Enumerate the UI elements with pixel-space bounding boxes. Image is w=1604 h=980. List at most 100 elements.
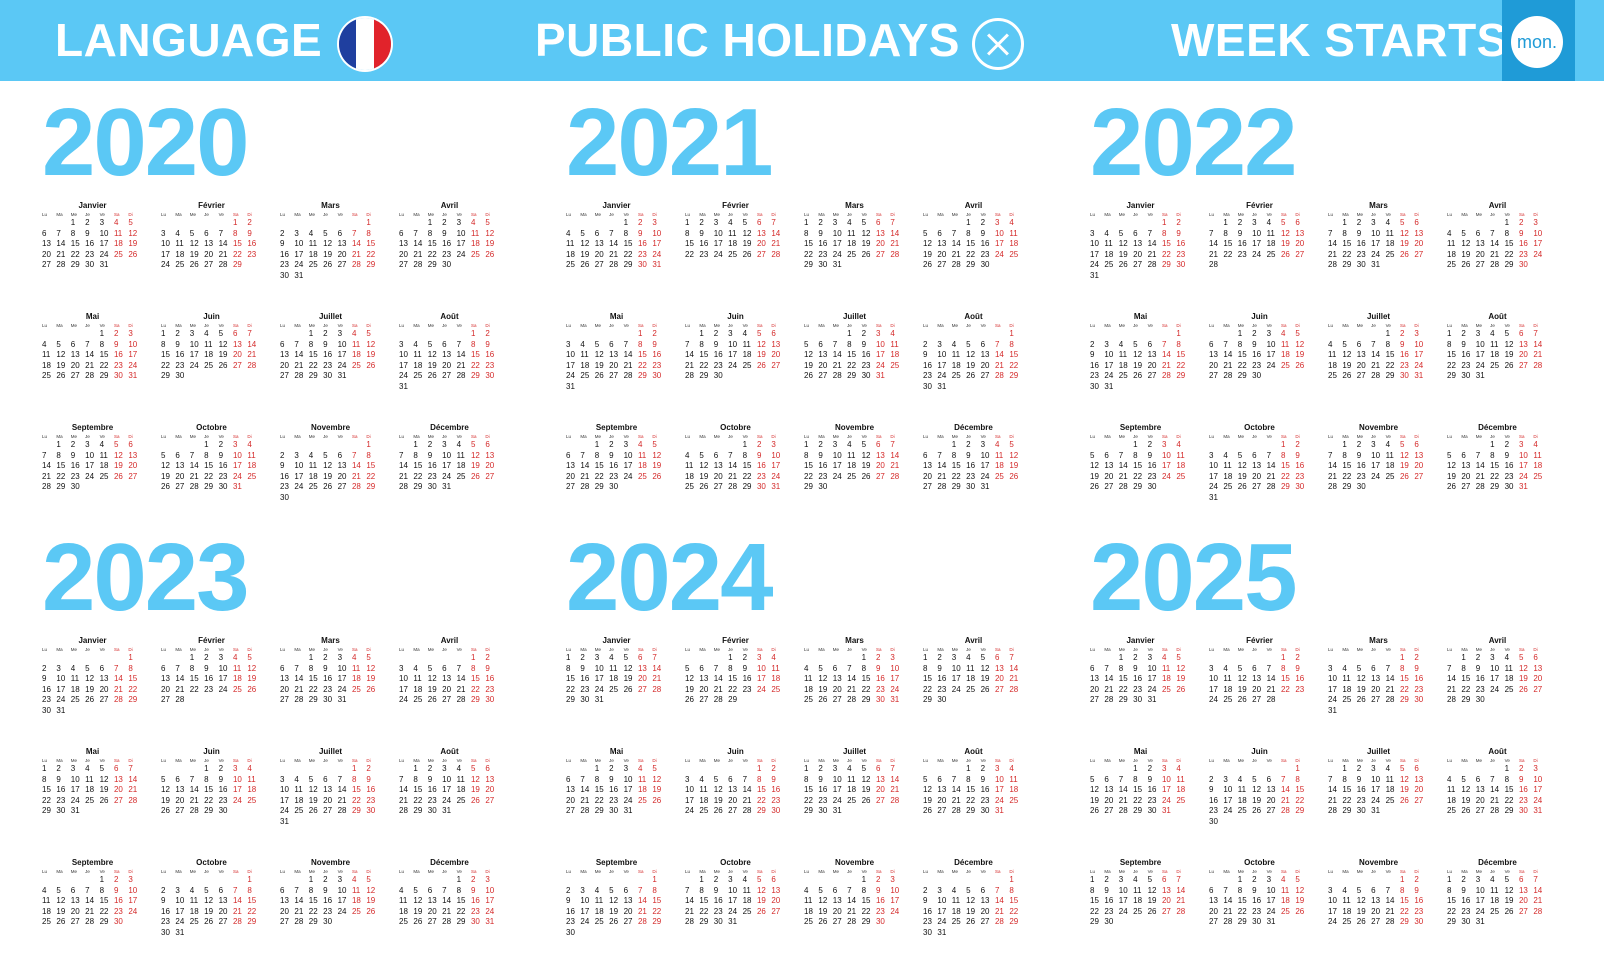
day-cell: 5 (1504, 875, 1510, 884)
day-cell: 14 (713, 674, 723, 683)
day-cell: 17 (189, 350, 199, 359)
day-cell: 7 (1118, 774, 1124, 784)
day-cell: 25 (1342, 695, 1352, 704)
weekday-label: Me (594, 323, 602, 328)
empty-cell (728, 440, 742, 451)
empty-cell (1090, 440, 1104, 451)
day-cell: 14 (847, 674, 857, 683)
day-cell: 13 (1133, 239, 1143, 248)
day-cell: 8 (308, 663, 314, 673)
day-cell: 21 (294, 360, 304, 370)
day-cell: 19 (1399, 785, 1409, 794)
day-cell: 29 (652, 917, 662, 926)
weekday-label: Je (1133, 323, 1138, 328)
day-cell: 4 (42, 885, 47, 895)
day-grid: Lu Ma Me Je Ve Sa Di 1 2 3 4 5 6 7 8 9 10 11 12 13 14 15 16 17 1… (280, 322, 399, 382)
day-cell: 10 (1475, 885, 1485, 895)
day-cell: 13 (818, 350, 828, 359)
weekday-label: Lu (42, 647, 48, 652)
empty-cell (1148, 329, 1162, 340)
day-cell: 15 (99, 896, 109, 905)
day-cell: 18 (1533, 461, 1543, 470)
day-cell: 6 (175, 774, 180, 784)
day-cell: 20 (1266, 795, 1276, 805)
day-cell: 24 (728, 906, 738, 916)
day-cell: 11 (966, 663, 975, 673)
day-cell: 4 (351, 875, 357, 884)
day-cell: 13 (566, 461, 575, 470)
day-cell: 15 (308, 674, 318, 683)
day-cell: 23 (861, 360, 871, 370)
close-icon[interactable] (972, 18, 1024, 70)
day-cell: 8 (1490, 450, 1495, 460)
empty-cell (1461, 218, 1475, 229)
weekday-label: Ma (818, 323, 825, 328)
empty-cell (1209, 653, 1223, 664)
day-cell: 20 (937, 795, 947, 805)
day-cell: 1 (1009, 329, 1014, 338)
day-cell: 7 (294, 885, 299, 895)
weekday-label: Lu (1090, 758, 1096, 763)
day-cell: 28 (951, 806, 961, 815)
weekday-label: Sa (351, 647, 358, 652)
day-cell: 28 (1104, 695, 1114, 704)
day-cell: 14 (189, 785, 199, 794)
day-cell: 3 (189, 329, 195, 338)
day-cell: 17 (1090, 249, 1099, 259)
day-cell: 13 (1475, 239, 1485, 248)
month-name: Juillet (842, 747, 867, 756)
month-name: Septembre (595, 858, 638, 867)
weekday-label: Lu (923, 434, 929, 439)
weekday-label: Me (189, 647, 197, 652)
empty-cell (1104, 218, 1118, 229)
day-cell: 10 (890, 885, 900, 895)
day-cell: 28 (456, 695, 466, 704)
empty-cell (1090, 764, 1104, 775)
month-name: Octobre (720, 423, 751, 432)
day-cell: 28 (937, 482, 947, 491)
day-cell: 10 (1209, 461, 1218, 470)
day-cell: 17 (1328, 684, 1337, 694)
day-cell: 24 (399, 371, 408, 380)
day-cell: 6 (1475, 228, 1481, 238)
weekday-label: Di (1176, 434, 1181, 439)
day-cell: 19 (427, 684, 437, 694)
weekday-label: Je (609, 323, 614, 328)
day-cell: 18 (351, 674, 361, 683)
day-cell: 13 (280, 350, 289, 359)
day-cell: 30 (113, 371, 123, 380)
day-cell: 23 (566, 917, 575, 926)
empty-cell (580, 218, 594, 229)
day-cell: 19 (427, 360, 437, 370)
empty-cell (937, 875, 951, 886)
day-cell: 16 (323, 674, 333, 683)
day-cell: 6 (566, 450, 571, 460)
week-start-box[interactable]: mon. (1502, 0, 1575, 81)
day-cell: 9 (323, 663, 328, 673)
day-cell: 30 (937, 695, 947, 704)
day-cell: 4 (1447, 228, 1452, 238)
day-cell: 23 (161, 917, 170, 926)
day-cell: 30 (923, 381, 932, 391)
weekday-label: Me (1475, 323, 1483, 328)
day-cell: 30 (861, 371, 871, 380)
day-cell: 30 (923, 927, 932, 937)
month-name: Juillet (842, 312, 867, 321)
day-cell: 22 (232, 249, 242, 259)
month-10: Octobre Lu Ma Me Je Ve Sa Di 1 2 3 4 5 6 7 8 9 10 11 12 13 14… (161, 423, 280, 534)
day-cell: 20 (994, 674, 1004, 683)
day-cell: 16 (1090, 360, 1099, 370)
day-cell: 17 (175, 906, 185, 916)
day-cell: 18 (951, 360, 961, 370)
france-flag-icon[interactable] (339, 18, 391, 70)
weekday-label: Sa (113, 434, 120, 439)
day-cell: 22 (351, 795, 361, 805)
day-cell: 16 (42, 684, 51, 694)
year-2022: 2022 Janvier Lu Ma Me Je Ve Sa Di 1 2 3 4 5 6 7 8 9 10 11 12… (1090, 95, 1590, 515)
day-cell: 31 (1414, 371, 1424, 380)
day-cell: 17 (1371, 461, 1381, 470)
weekday-label: Ma (56, 434, 63, 439)
weekday-label: Me (427, 323, 435, 328)
weekday-label: Ma (1342, 434, 1349, 439)
day-cell: 10 (280, 785, 289, 794)
